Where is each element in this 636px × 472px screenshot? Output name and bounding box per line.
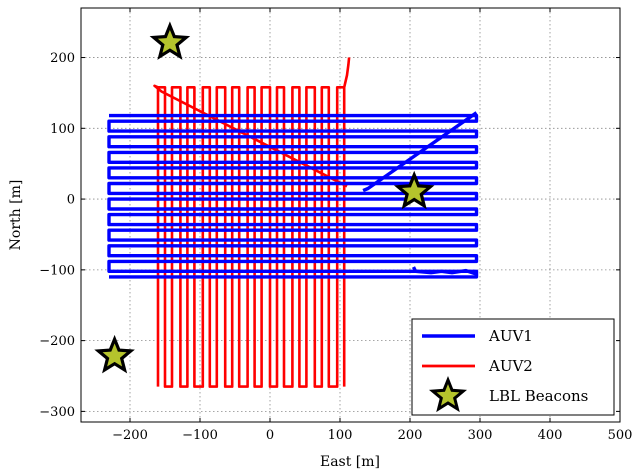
legend: AUV1 AUV2 LBL Beacons xyxy=(411,318,615,416)
x-tick-label: −100 xyxy=(182,428,218,443)
y-tick-label: 200 xyxy=(50,51,75,66)
x-tick-label: 0 xyxy=(266,428,274,443)
legend-entry-lbl-beacons-label: LBL Beacons xyxy=(489,387,588,405)
auv1-track xyxy=(107,113,479,279)
legend-entry-lbl-beacons-swatch xyxy=(428,375,468,413)
x-tick-label: −200 xyxy=(112,428,148,443)
beacon-layer xyxy=(94,21,435,374)
y-axis-label: North [m] xyxy=(8,180,24,251)
legend-entry-auv2-label: AUV2 xyxy=(488,357,533,375)
auv2-track-segment xyxy=(342,57,351,88)
x-axis-label: East [m] xyxy=(320,454,380,470)
legend-entry-auv1-label: AUV1 xyxy=(488,327,533,345)
y-tick-label: −100 xyxy=(39,263,75,278)
x-tick-label: 500 xyxy=(608,428,633,443)
axes-frame xyxy=(80,7,621,423)
y-tick-label: 100 xyxy=(50,122,75,137)
auv2-track xyxy=(156,86,346,388)
auv1-track-segment xyxy=(362,111,478,193)
x-tick-label: 300 xyxy=(468,428,493,443)
y-tick-label: −200 xyxy=(39,334,75,349)
x-tick-label: 400 xyxy=(538,428,563,443)
series-layer xyxy=(107,57,479,388)
y-tick-label: −300 xyxy=(39,405,75,420)
auv1-track-segment xyxy=(411,266,478,276)
x-axis-ticks: −200 −100 0 100 200 300 400 500 xyxy=(112,8,632,443)
lbl-beacon-star xyxy=(393,170,435,210)
x-tick-label: 100 xyxy=(328,428,353,443)
y-axis-ticks: −300 −200 −100 0 100 200 xyxy=(39,51,620,420)
lbl-beacon-star xyxy=(94,334,135,374)
x-tick-label: 200 xyxy=(398,428,423,443)
auv2-track-segment xyxy=(153,84,348,188)
y-tick-label: 0 xyxy=(67,193,75,208)
lbl-beacon-star xyxy=(149,21,191,60)
